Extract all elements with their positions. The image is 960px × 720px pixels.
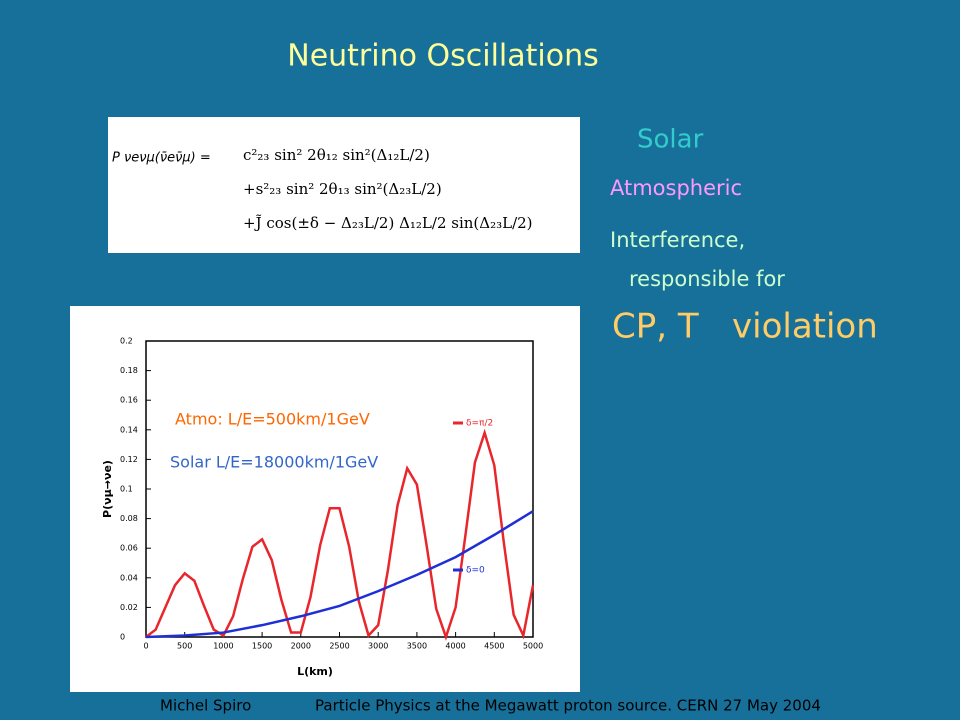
annotation: Atmo: L/E=500km/1GeV xyxy=(175,410,370,429)
x-tick-label: 4000 xyxy=(445,642,465,651)
annotation: Solar L/E=18000km/1GeV xyxy=(170,453,378,472)
x-tick-label: 5000 xyxy=(523,642,543,651)
formula-lhs: P νeνμ(ν̄eν̄μ) = xyxy=(112,151,211,166)
slide-title: Neutrino Oscillations xyxy=(287,39,598,74)
y-tick-label: 0.06 xyxy=(120,544,138,553)
interference-term: responsible for xyxy=(629,267,785,291)
cp-term: CP, T xyxy=(612,307,699,347)
x-tick-label: 500 xyxy=(177,642,192,651)
formula-box xyxy=(108,117,580,253)
y-tick-label: 0.16 xyxy=(120,396,138,405)
x-tick-label: 2500 xyxy=(329,642,349,651)
formula-line: c²₂₃ sin² 2θ₁₂ sin²(Δ₁₂L/2) xyxy=(243,146,430,164)
x-tick-label: 3500 xyxy=(407,642,427,651)
cp-term: violation xyxy=(732,307,878,347)
atmospheric-term: Atmospheric xyxy=(610,176,742,200)
y-tick-label: 0.18 xyxy=(120,366,138,375)
line xyxy=(145,510,534,639)
y-tick-label: 0 xyxy=(120,633,125,642)
y-tick-label: 0.2 xyxy=(120,337,133,346)
y-tick-label: 0.08 xyxy=(120,514,138,523)
line xyxy=(145,428,535,641)
y-axis-label: P(νμ→νe) xyxy=(101,460,114,518)
x-tick-label: 1500 xyxy=(252,642,272,651)
x-tick-label: 1000 xyxy=(213,642,233,651)
footer-author: Michel Spiro xyxy=(160,697,251,715)
formula-line: +J̃ cos(±δ − Δ₂₃L/2) Δ₁₂L/2 sin(Δ₂₃L/2) xyxy=(243,214,533,232)
plot-box xyxy=(70,306,580,692)
formula-line: +s²₂₃ sin² 2θ₁₃ sin²(Δ₂₃L/2) xyxy=(243,180,442,198)
x-tick-label: 2000 xyxy=(291,642,311,651)
solar-term: Solar xyxy=(637,125,704,155)
y-tick-label: 0.04 xyxy=(120,573,138,582)
x-tick-label: 4500 xyxy=(484,642,504,651)
footer-event: Particle Physics at the Megawatt proton … xyxy=(315,697,821,715)
x-axis-label: L(km) xyxy=(297,665,333,678)
y-tick-label: 0.1 xyxy=(120,485,133,494)
x-tick-label: 0 xyxy=(143,642,148,651)
y-tick-label: 0.14 xyxy=(120,425,138,434)
legend-label: δ=π/2 xyxy=(466,419,493,429)
y-tick-label: 0.02 xyxy=(120,603,138,612)
x-tick-label: 3000 xyxy=(368,642,388,651)
y-tick-label: 0.12 xyxy=(120,455,138,464)
legend-label: δ=0 xyxy=(466,566,485,576)
interference-term: Interference, xyxy=(610,228,745,252)
